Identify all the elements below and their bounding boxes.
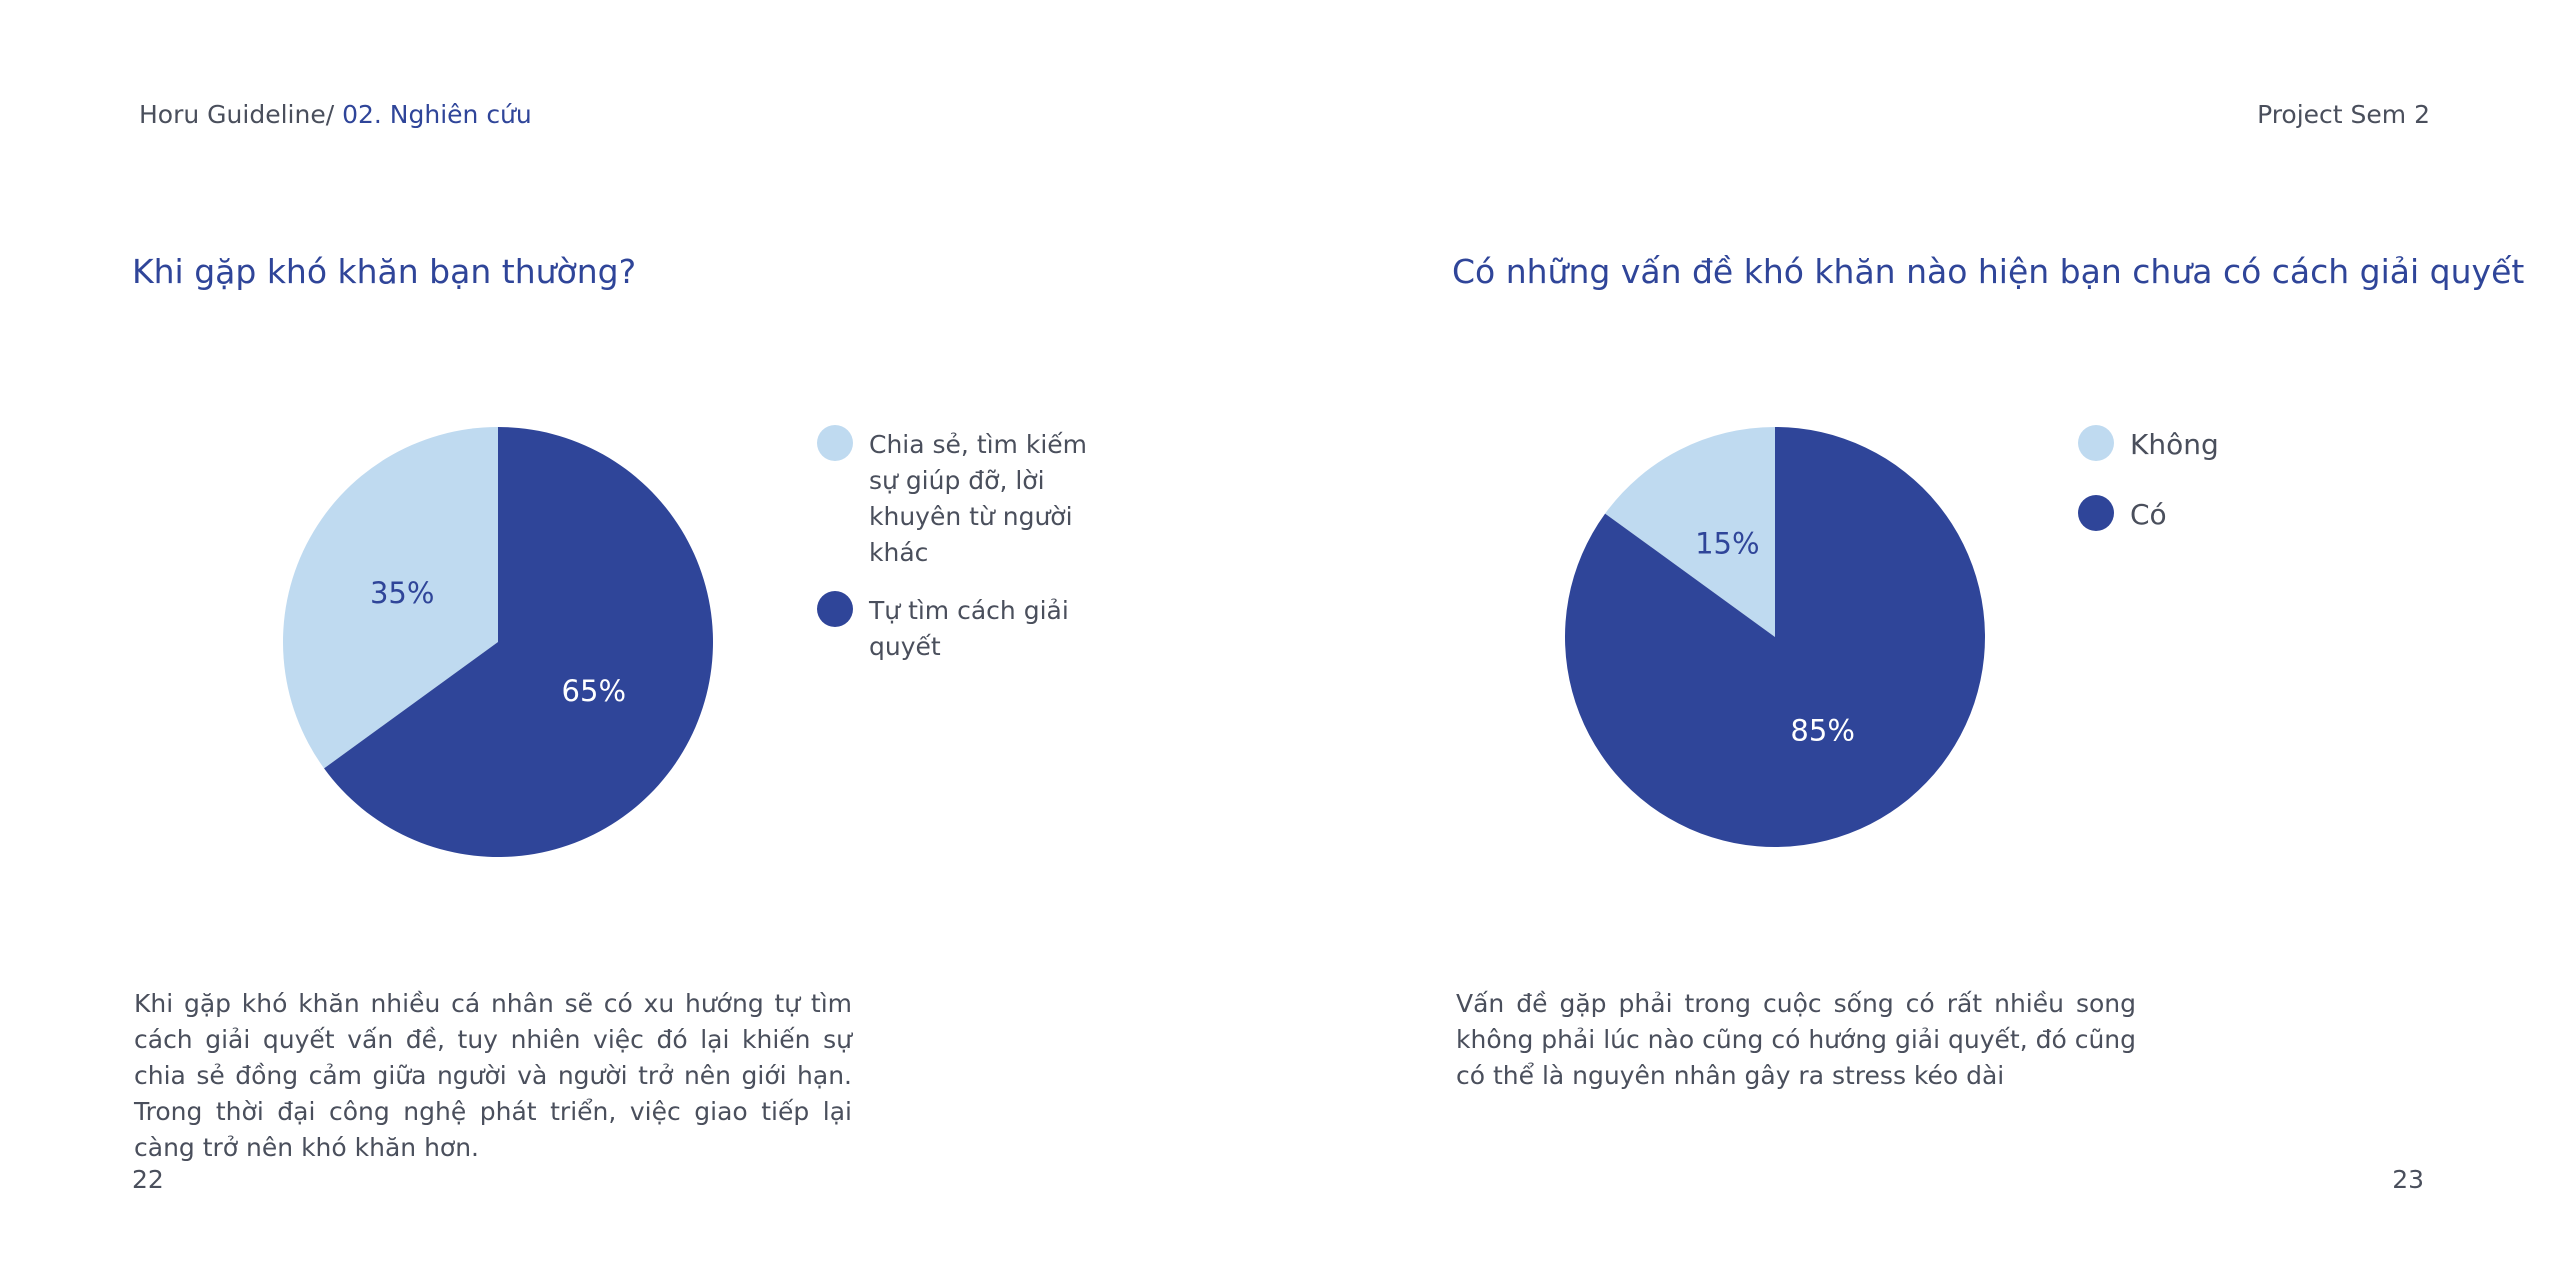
slice-label: 15% [1695, 526, 1759, 560]
legend-right: Không Có [2078, 425, 2219, 555]
page-number-right: 23 [2392, 1165, 2424, 1194]
pie-chart-right: 15% 85% [1565, 427, 1985, 847]
legend-label: Không [2130, 428, 2219, 461]
pie-chart-left: 35% 65% [283, 427, 713, 857]
legend-swatch [2078, 425, 2114, 461]
legend-left: Chia sẻ, tìm kiếm sự giúp đỡ, lời khuyên… [817, 425, 1109, 687]
description-right: Vấn đề gặp phải trong cuộc sống có rất n… [1456, 989, 2137, 1090]
pie-slice-light [283, 427, 498, 769]
slice-label: 85% [1790, 714, 1854, 748]
pie-slice-dark [324, 427, 713, 857]
legend-label: Chia sẻ, tìm kiếm sự giúp đỡ, lời khuyên… [869, 430, 1088, 567]
description-left: Khi gặp khó khăn nhiều cá nhân sẽ có xu … [134, 989, 852, 1162]
breadcrumb-section: 02. Nghiên cứu [342, 100, 532, 129]
slice-label: 35% [370, 576, 434, 610]
legend-item: Không [2078, 425, 2219, 463]
legend-item: Chia sẻ, tìm kiếm sự giúp đỡ, lời khuyên… [817, 425, 1109, 571]
pie-slice-dark [1565, 427, 1985, 847]
legend-swatch [817, 425, 853, 461]
chart-title-left: Khi gặp khó khăn bạn thường? [132, 252, 637, 291]
legend-item: Tự tìm cách giải quyết [817, 591, 1109, 665]
chart-title-right: Có những vấn đề khó khăn nào hiện bạn ch… [1452, 252, 2525, 291]
legend-label: Có [2130, 498, 2167, 531]
page-number-left: 22 [132, 1165, 164, 1194]
breadcrumb-prefix: Horu Guideline/ [139, 100, 343, 129]
legend-swatch [2078, 495, 2114, 531]
legend-swatch [817, 591, 853, 627]
project-name: Project Sem 2 [2257, 100, 2430, 129]
pie-slice-light [1605, 427, 1775, 637]
legend-item: Có [2078, 495, 2219, 533]
breadcrumb: Horu Guideline/ 02. Nghiên cứu [139, 100, 532, 129]
legend-label: Tự tìm cách giải quyết [869, 596, 1069, 661]
slice-label: 65% [562, 674, 626, 708]
